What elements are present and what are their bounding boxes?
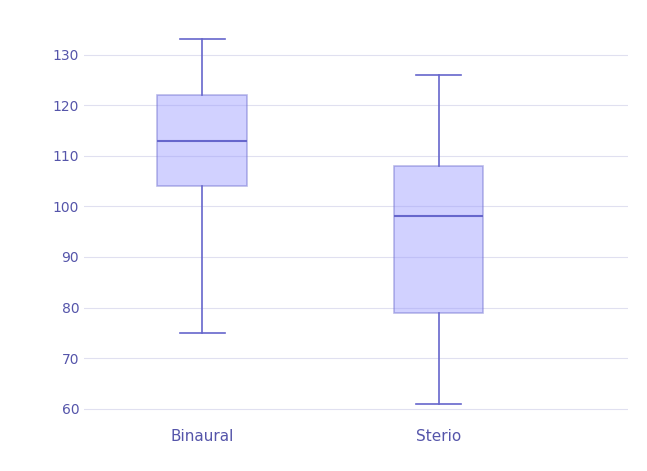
PathPatch shape [393, 166, 483, 313]
PathPatch shape [157, 95, 247, 186]
